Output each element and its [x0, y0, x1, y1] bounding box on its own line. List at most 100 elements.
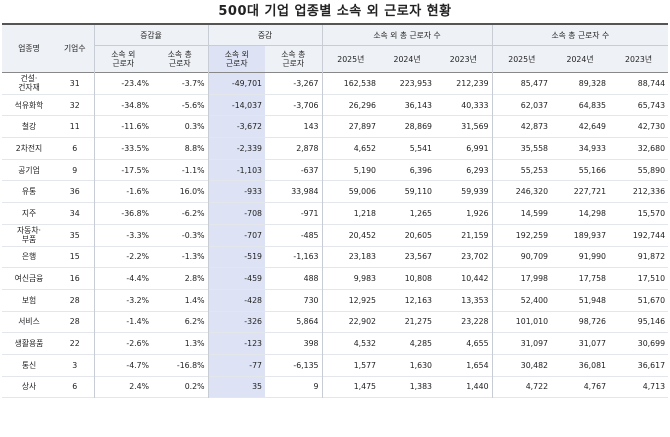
cell-industry: 공기업 — [18, 165, 40, 175]
cell-out-2024: 1,265 — [409, 208, 433, 218]
cell-rate-out: -17.5% — [93, 159, 152, 181]
cell-chg-tot: -971 — [300, 208, 319, 218]
cell-tot-2023: 88,744 — [637, 78, 666, 88]
cell-industry: 철강 — [21, 122, 37, 132]
cell-chg-out: -77 — [207, 354, 265, 377]
cell-rate-out: -2.6% — [93, 332, 152, 355]
cell-out-2025: 9,983 — [321, 267, 380, 290]
cell-out-2025: 1,218 — [321, 202, 380, 225]
cell-chg-tot: 2,878 — [296, 143, 319, 153]
cell-companies: 31 — [69, 78, 80, 88]
cell-out-2024: 12,163 — [404, 295, 433, 305]
cell-chg-tot: -637 — [300, 165, 319, 175]
cell-out-2024: 1,630 — [409, 360, 433, 370]
cell-industry: 유통 — [21, 187, 37, 197]
header-companies: 기업수 — [56, 24, 94, 73]
cell-companies: 16 — [69, 274, 80, 284]
header-industry: 업종명 — [2, 24, 56, 73]
cell-out-2024: 36,143 — [404, 100, 433, 110]
cell-tot-2023: 17,510 — [637, 274, 666, 284]
cell-chg-tot: -3,267 — [293, 78, 319, 88]
cell-chg-out: -933 — [207, 180, 265, 203]
cell-out-2023: 23,228 — [461, 317, 489, 327]
cell-industry: 여신금융 — [14, 274, 44, 284]
cell-chg-out: -326 — [207, 311, 265, 333]
cell-chg-out: -1,103 — [207, 159, 265, 181]
table-row: 2차전지 6 -33.5% 8.8% -2,339 2,878 4,652 5,541 6,99… — [2, 137, 669, 160]
cell-tot-2025: 101,010 — [491, 311, 552, 333]
header-total-2025: 2025년 — [491, 45, 552, 73]
cell-out-2024: 6,396 — [409, 165, 433, 175]
cell-industry: 서비스 — [18, 317, 40, 327]
cell-out-2025: 26,296 — [321, 94, 380, 116]
cell-out-2023: 10,442 — [461, 274, 489, 284]
cell-rate-out: -3.2% — [93, 289, 152, 312]
cell-chg-tot: -1,163 — [293, 252, 319, 262]
cell-tot-2023: 32,680 — [637, 143, 666, 153]
cell-rate-out: -2.2% — [93, 246, 152, 268]
cell-chg-out: -707 — [207, 224, 265, 246]
cell-tot-2023: 42,730 — [637, 122, 666, 132]
cell-out-2023: 212,239 — [456, 78, 489, 88]
table-row: 지주 34 -36.8% -6.2% -708 -971 1,218 1,265 1,926 14… — [2, 202, 669, 225]
table-row: 공기업 9 -17.5% -1.1% -1,103 -637 5,190 6,396 6,293… — [2, 159, 669, 181]
cell-out-2023: 1,926 — [466, 208, 489, 218]
cell-tot-2025: 42,873 — [491, 115, 552, 138]
cell-tot-2024: 227,721 — [573, 187, 607, 197]
cell-tot-2025: 192,259 — [491, 224, 552, 246]
table-row: 철강 11 -11.6% 0.3% -3,672 143 27,897 28,869 31,56… — [2, 115, 669, 138]
cell-tot-2023: 4,713 — [642, 382, 666, 392]
cell-tot-2023: 95,146 — [637, 317, 666, 327]
cell-rate-out: -11.6% — [93, 115, 152, 138]
table-row: 통신 3 -4.7% -16.8% -77 -6,135 1,577 1,630 1,654 30… — [2, 354, 669, 377]
cell-chg-out: -14,037 — [207, 94, 265, 116]
cell-tot-2023: 36,617 — [637, 360, 666, 370]
cell-rate-out: -23.4% — [93, 72, 152, 95]
header-total-2023: 2023년 — [609, 45, 669, 73]
cell-tot-2023: 51,670 — [637, 295, 666, 305]
cell-companies: 28 — [69, 317, 80, 327]
cell-tot-2025: 90,709 — [491, 246, 552, 268]
cell-companies: 6 — [72, 143, 78, 153]
cell-rate-tot: 2.8% — [184, 274, 205, 284]
cell-industry: 은행 — [21, 252, 37, 262]
cell-tot-2025: 17,998 — [491, 267, 552, 290]
cell-tot-2024: 98,726 — [578, 317, 607, 327]
cell-companies: 36 — [69, 187, 80, 197]
cell-rate-tot: -6.2% — [181, 208, 205, 218]
header-total-group: 소속 총 근로자 수 — [491, 24, 669, 46]
cell-companies: 6 — [72, 382, 78, 392]
cell-rate-out: -1.4% — [93, 311, 152, 333]
cell-out-2025: 4,532 — [321, 332, 380, 355]
cell-chg-out: -49,701 — [207, 72, 265, 95]
cell-out-2025: 22,902 — [321, 311, 380, 333]
cell-rate-out: -34.8% — [93, 94, 152, 116]
cell-tot-2023: 192,744 — [632, 230, 666, 240]
cell-industry: 지주 — [21, 208, 37, 218]
cell-companies: 22 — [69, 339, 80, 349]
cell-tot-2025: 14,599 — [491, 202, 552, 225]
cell-tot-2025: 62,037 — [491, 94, 552, 116]
cell-out-2025: 59,006 — [321, 180, 380, 203]
header-rate-group: 증감율 — [93, 24, 208, 46]
cell-out-2023: 23,702 — [461, 252, 489, 262]
cell-out-2025: 20,452 — [321, 224, 380, 246]
cell-chg-out: -123 — [207, 332, 265, 355]
cell-companies: 11 — [69, 122, 80, 132]
cell-out-2024: 23,567 — [404, 252, 433, 262]
cell-companies: 9 — [72, 165, 78, 175]
cell-rate-out: -3.3% — [93, 224, 152, 246]
table-row: 생활용품 22 -2.6% 1.3% -123 398 4,532 4,285 4,655 31,… — [2, 332, 669, 355]
cell-industry: 2차전지 — [15, 143, 43, 153]
cell-tot-2025: 30,482 — [491, 354, 552, 377]
cell-tot-2023: 55,890 — [637, 165, 666, 175]
cell-chg-tot: -6,135 — [293, 360, 319, 370]
cell-rate-tot: -5.6% — [181, 100, 205, 110]
cell-industry: 통신 — [21, 360, 37, 370]
cell-out-2024: 20,605 — [404, 230, 433, 240]
cell-out-2023: 21,159 — [461, 230, 489, 240]
cell-out-2025: 4,652 — [321, 137, 380, 160]
header-change-total: 소속 총 근로자 — [265, 45, 323, 73]
cell-out-2025: 162,538 — [321, 72, 380, 95]
table-row: 보험 28 -3.2% 1.4% -428 730 12,925 12,163 13,353 52… — [2, 289, 669, 312]
